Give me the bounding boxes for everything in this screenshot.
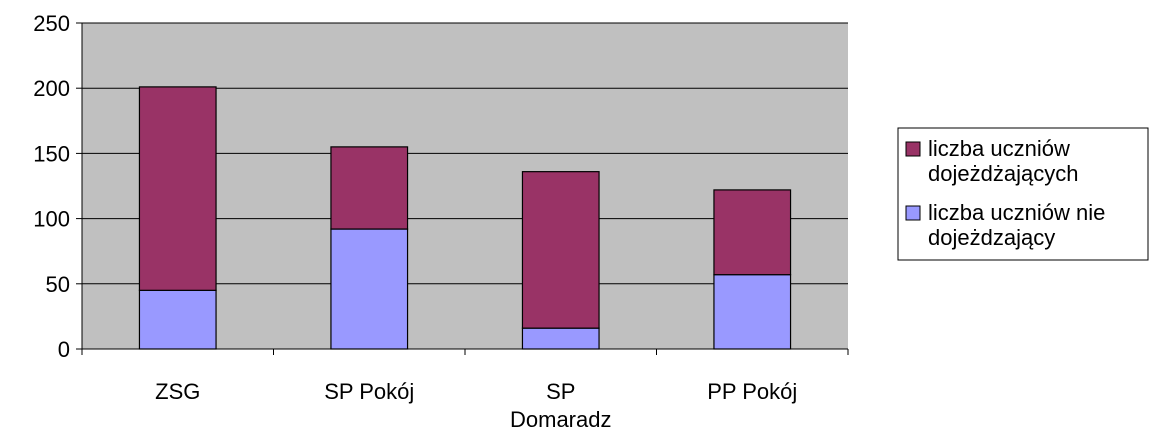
legend-label: liczba uczniów dojeżdżających — [928, 136, 1078, 186]
y-tick-label: 250 — [33, 11, 70, 36]
legend-label: liczba uczniów nie dojeżdzający — [928, 200, 1105, 250]
y-tick-label: 150 — [33, 141, 70, 166]
y-tick-label: 50 — [46, 272, 70, 297]
legend-swatch — [905, 141, 921, 157]
x-tick-label: SP Domaradz — [510, 379, 611, 432]
x-tick-label: PP Pokój — [707, 379, 797, 404]
bar — [330, 146, 409, 230]
x-tick-label: SP Pokój — [324, 379, 414, 404]
bar — [521, 171, 600, 329]
bar — [713, 189, 792, 276]
bar — [521, 327, 600, 350]
y-tick-label: 100 — [33, 207, 70, 232]
y-tick-label: 200 — [33, 76, 70, 101]
bar — [138, 289, 217, 350]
legend — [897, 127, 1149, 261]
x-tick-label: ZSG — [155, 379, 200, 404]
bar — [330, 228, 409, 350]
legend-swatch — [905, 205, 921, 221]
y-tick-label: 0 — [58, 337, 70, 362]
bar — [713, 274, 792, 350]
bar — [138, 86, 217, 291]
